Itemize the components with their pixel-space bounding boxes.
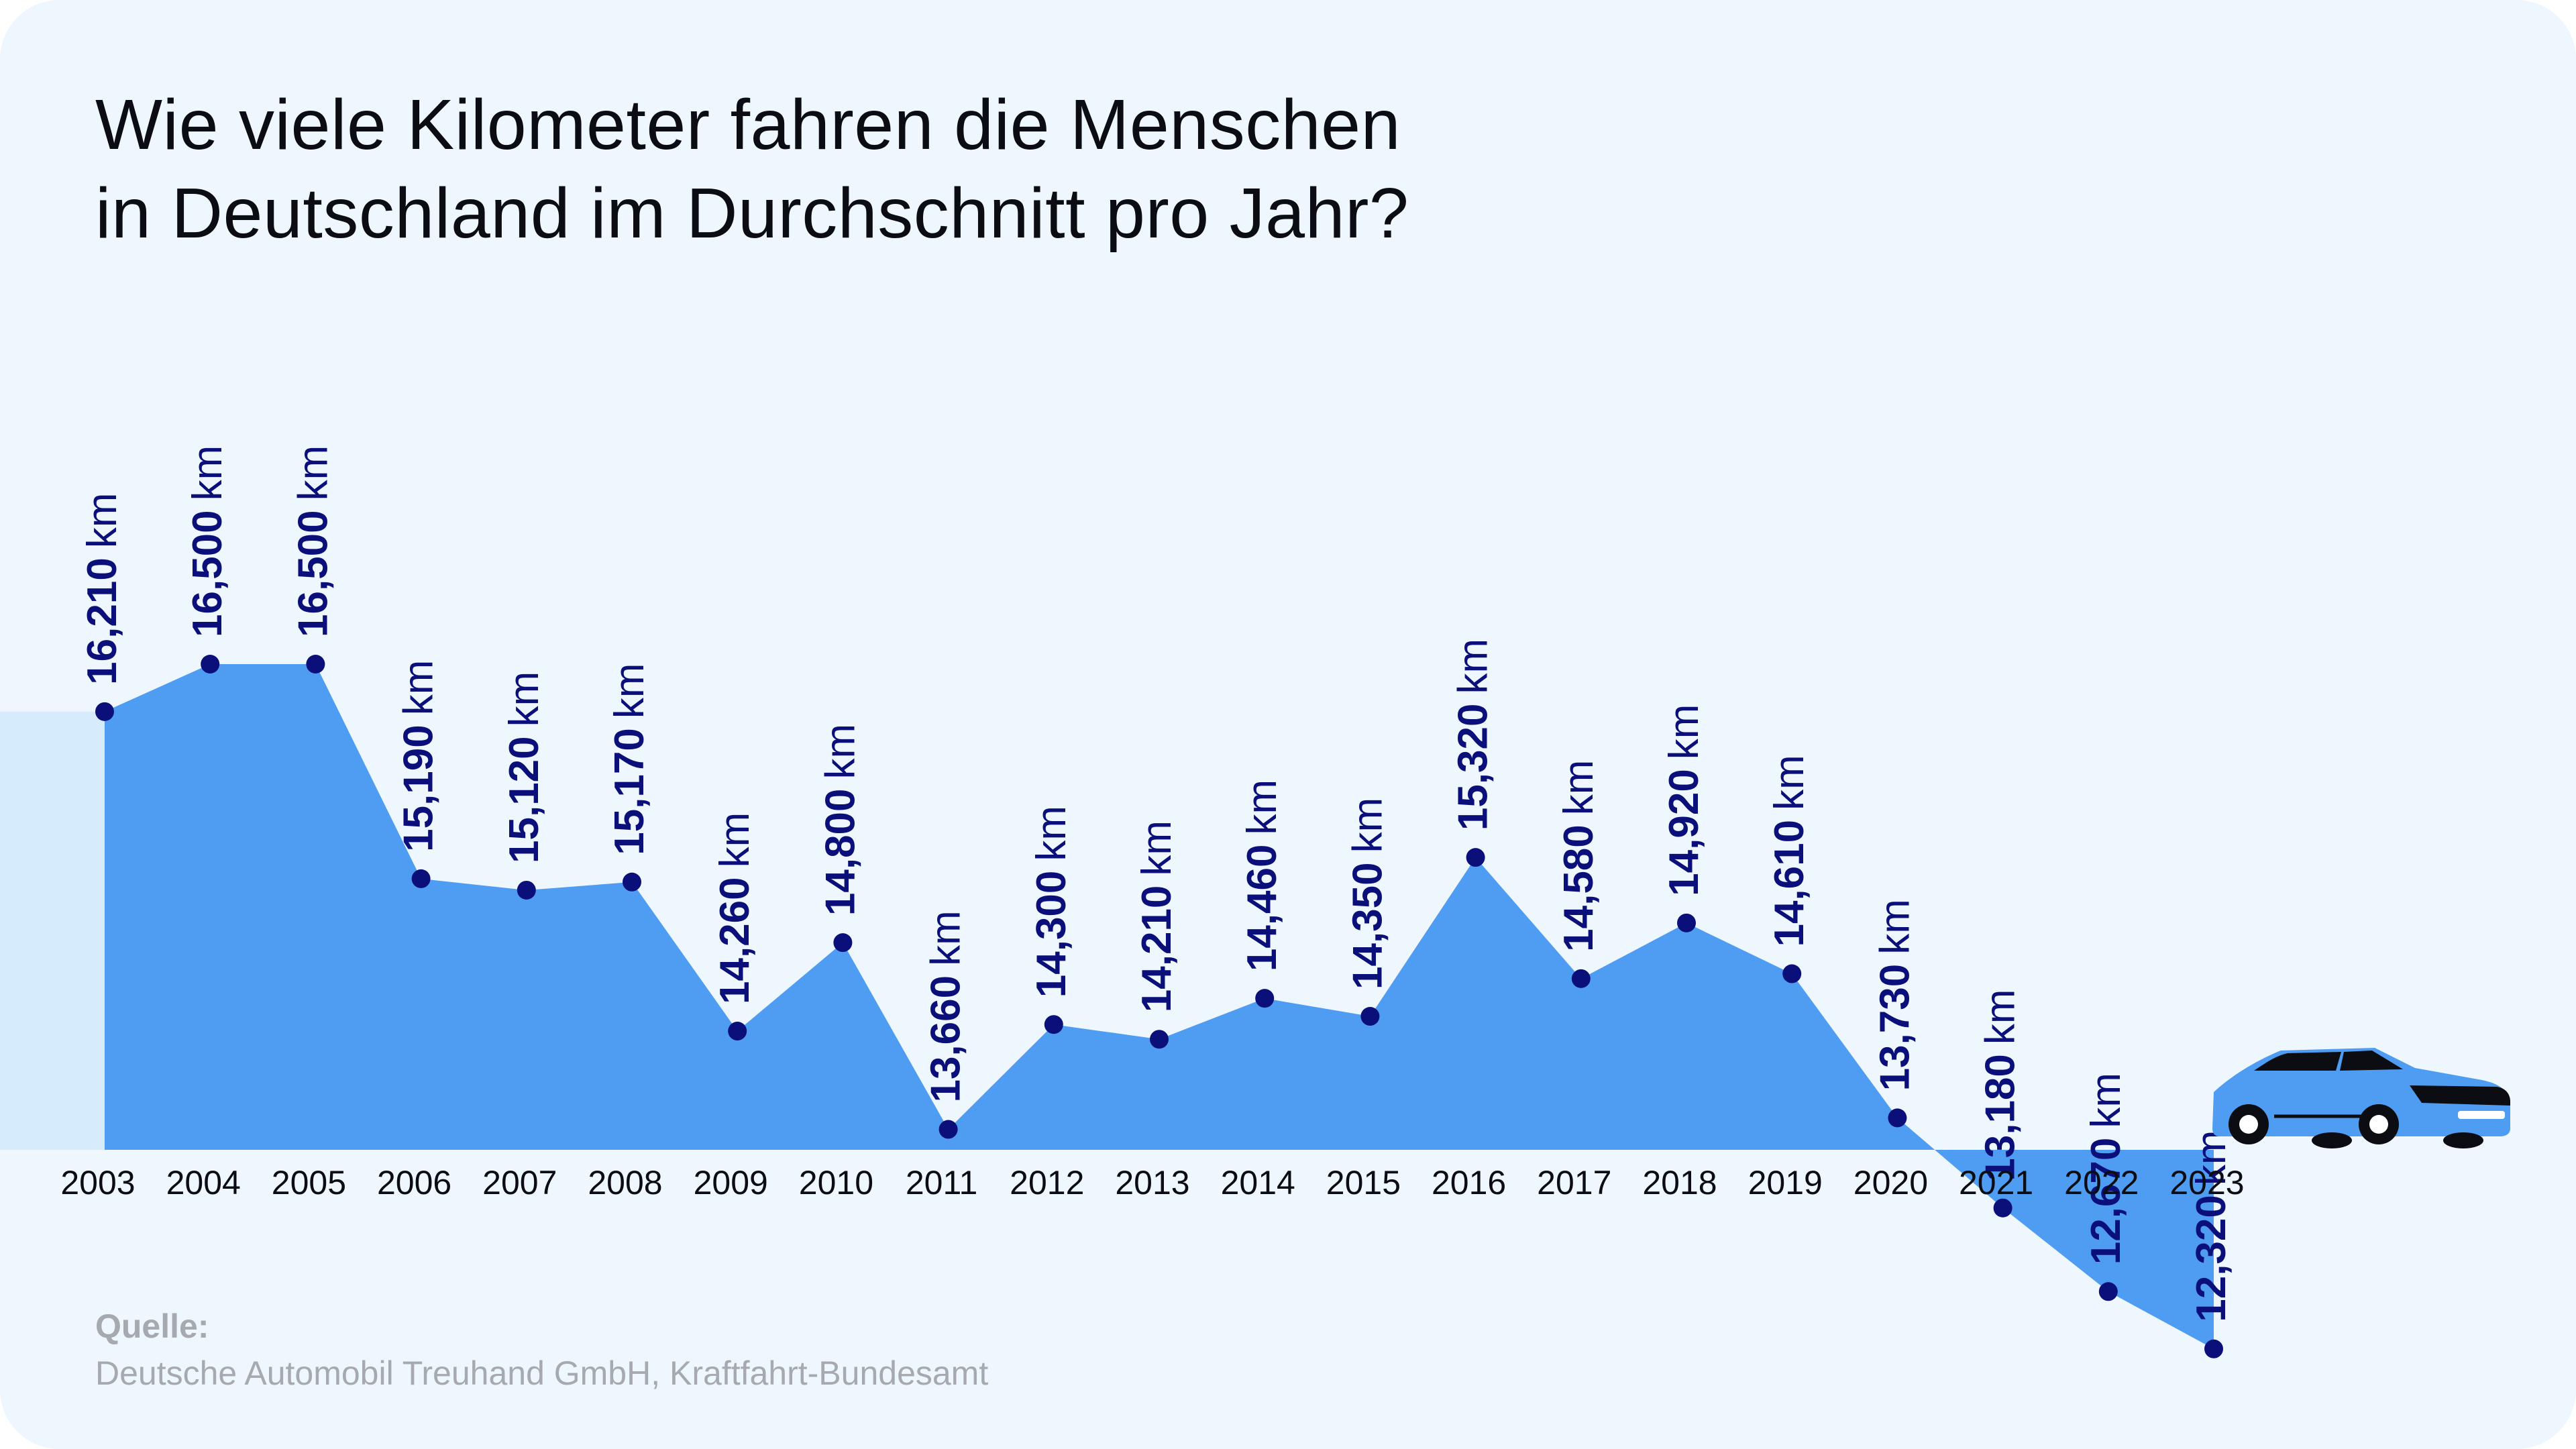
x-tick-2019: 2019 bbox=[1748, 1164, 1823, 1201]
x-tick-2013: 2013 bbox=[1115, 1164, 1189, 1201]
data-label-2015: 14,350km bbox=[1344, 798, 1391, 989]
data-point-2007 bbox=[517, 880, 536, 900]
data-label-2017: 14,580km bbox=[1556, 760, 1602, 952]
car-rear-wheel-hub bbox=[2369, 1115, 2388, 1134]
data-label-2019: 14,610km bbox=[1766, 755, 1813, 947]
data-point-2020 bbox=[1888, 1108, 1907, 1128]
data-label-2005: 16,500km bbox=[290, 445, 336, 637]
left-band bbox=[0, 711, 105, 1150]
data-label-2022: 12,670km bbox=[2083, 1073, 2129, 1265]
x-tick-2014: 2014 bbox=[1221, 1164, 1295, 1201]
background-bands bbox=[0, 711, 105, 1150]
car-icon bbox=[2212, 1048, 2510, 1148]
data-point-2008 bbox=[623, 872, 641, 892]
x-tick-2003: 2003 bbox=[60, 1164, 135, 1201]
chart-title-line-2: in Deutschland im Durchschnitt pro Jahr? bbox=[95, 174, 1409, 253]
chart-title: Wie viele Kilometer fahren die Menschen … bbox=[95, 80, 1839, 258]
car-far-wheel bbox=[2443, 1132, 2483, 1148]
data-point-2015 bbox=[1360, 1007, 1380, 1026]
data-point-2023 bbox=[2204, 1339, 2223, 1358]
data-point-2016 bbox=[1466, 848, 1485, 867]
x-tick-2011: 2011 bbox=[906, 1164, 978, 1201]
x-tick-2007: 2007 bbox=[482, 1164, 557, 1201]
x-tick-2006: 2006 bbox=[377, 1164, 451, 1201]
data-label-2008: 15,170km bbox=[606, 663, 653, 855]
data-label-2010: 14,800km bbox=[817, 724, 863, 916]
x-tick-2012: 2012 bbox=[1010, 1164, 1084, 1201]
data-point-2004 bbox=[201, 655, 220, 674]
data-label-2012: 14,300km bbox=[1028, 806, 1075, 998]
data-point-2018 bbox=[1677, 913, 1696, 932]
car-front-wheel-hub bbox=[2239, 1115, 2258, 1134]
car-rear-window bbox=[2340, 1051, 2403, 1071]
x-tick-2016: 2016 bbox=[1432, 1164, 1506, 1201]
data-label-2003: 16,210km bbox=[79, 493, 125, 685]
x-tick-2023: 2023 bbox=[2169, 1164, 2244, 1201]
x-tick-2021: 2021 bbox=[1959, 1164, 2033, 1201]
data-point-2012 bbox=[1044, 1015, 1063, 1034]
source-label: Quelle: bbox=[95, 1307, 209, 1345]
x-tick-2020: 2020 bbox=[1854, 1164, 1928, 1201]
data-label-2006: 15,190km bbox=[396, 660, 442, 852]
x-tick-2015: 2015 bbox=[1326, 1164, 1401, 1201]
data-point-2017 bbox=[1571, 969, 1591, 988]
data-label-2007: 15,120km bbox=[501, 672, 547, 863]
data-labels: 16,210km 16,500km 16,500km 15,190km 15,120km… bbox=[79, 445, 2235, 1322]
data-label-2013: 14,210km bbox=[1134, 820, 1180, 1012]
car-front-window bbox=[2254, 1052, 2341, 1071]
x-tick-2004: 2004 bbox=[166, 1164, 241, 1201]
x-tick-2017: 2017 bbox=[1537, 1164, 1611, 1201]
data-label-2021: 13,180km bbox=[1978, 989, 2024, 1181]
data-point-2019 bbox=[1782, 964, 1802, 983]
x-tick-2009: 2009 bbox=[694, 1164, 768, 1201]
data-label-2014: 14,460km bbox=[1239, 780, 1285, 971]
x-tick-2010: 2010 bbox=[799, 1164, 873, 1201]
x-tick-2018: 2018 bbox=[1642, 1164, 1717, 1201]
data-label-2016: 15,320km bbox=[1450, 639, 1497, 830]
data-point-2010 bbox=[833, 933, 853, 953]
data-label-2020: 13,730km bbox=[1872, 899, 1918, 1091]
x-tick-2005: 2005 bbox=[272, 1164, 346, 1201]
data-point-2005 bbox=[306, 655, 325, 674]
area-series bbox=[105, 664, 2214, 1349]
x-axis-tick-labels: 2003 2004 2005 2006 2007 2008 2009 2010 2011 2012… bbox=[60, 1164, 2244, 1201]
data-label-2004: 16,500km bbox=[184, 445, 231, 637]
data-label-2011: 13,660km bbox=[923, 910, 969, 1102]
source-text: Deutsche Automobil Treuhand GmbH, Kraftf… bbox=[95, 1354, 989, 1392]
data-point-2006 bbox=[411, 869, 431, 888]
x-tick-2008: 2008 bbox=[588, 1164, 662, 1201]
data-point-2021 bbox=[1993, 1198, 2012, 1218]
car-middle-wheel bbox=[2312, 1132, 2352, 1148]
data-point-2009 bbox=[728, 1022, 747, 1041]
data-label-2018: 14,920km bbox=[1661, 704, 1707, 896]
data-point-2011 bbox=[938, 1120, 958, 1139]
data-point-2022 bbox=[2098, 1282, 2118, 1301]
data-point-2013 bbox=[1150, 1030, 1169, 1049]
data-point-2014 bbox=[1255, 989, 1275, 1008]
area-fill bbox=[105, 664, 2214, 1349]
data-points bbox=[95, 655, 2223, 1358]
data-label-2023: 12,320km bbox=[2188, 1130, 2235, 1322]
x-tick-2022: 2022 bbox=[2064, 1164, 2139, 1201]
data-label-2009: 14,260km bbox=[712, 812, 758, 1004]
source-note: Quelle: Deutsche Automobil Treuhand GmbH… bbox=[95, 1303, 988, 1397]
data-point-2003 bbox=[95, 702, 114, 721]
chart-title-line-1: Wie viele Kilometer fahren die Menschen bbox=[95, 85, 1401, 164]
car-headlight bbox=[2410, 1085, 2510, 1106]
car-grille bbox=[2458, 1111, 2505, 1119]
